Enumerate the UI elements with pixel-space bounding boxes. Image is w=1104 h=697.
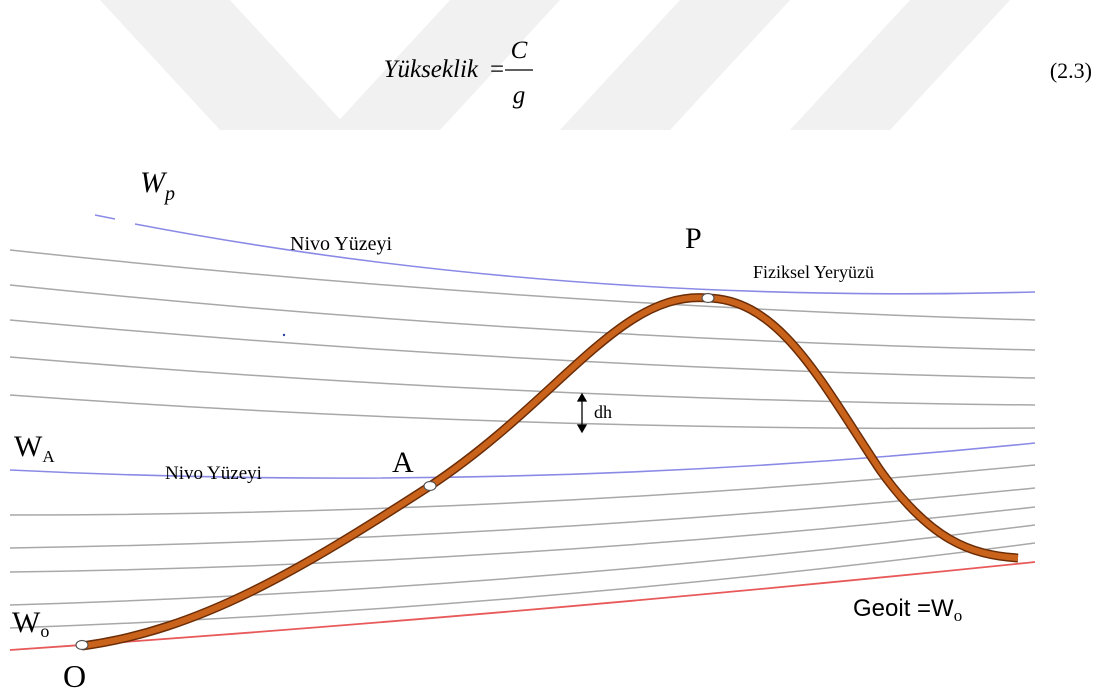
w-a-main: W [14, 430, 43, 463]
w-p-main: W [140, 166, 168, 199]
point-a-label: A [392, 446, 414, 479]
w-a-sub: A [42, 447, 55, 466]
w-o-main: W [12, 606, 41, 639]
w-a-label: WA [14, 430, 55, 466]
point-a-marker [424, 482, 436, 491]
dot [283, 334, 285, 336]
dh-arrow [578, 394, 586, 432]
point-o-marker [76, 641, 88, 650]
w-p-sub: p [163, 183, 175, 205]
equation-lhs: Yükseklik [384, 56, 479, 83]
level-dash [95, 215, 115, 219]
watermark [100, 0, 1010, 130]
geoid-sub: o [954, 606, 963, 625]
level-lines [10, 215, 1035, 650]
page: Yükseklik = C g (2.3) Wp Niv [0, 0, 1104, 697]
w-o-sub: o [40, 621, 49, 641]
w-p-label: Wp [140, 166, 175, 205]
upper-level-line [135, 224, 1035, 294]
lower-level-label: Nivo Yüzeyi [165, 463, 262, 484]
geoid-label: Geoit =Wo [853, 595, 962, 625]
equation-number: (2.3) [1050, 58, 1092, 83]
point-p-marker [702, 294, 714, 303]
geoid-main: Geoit =W [853, 595, 954, 622]
dh-label: dh [594, 402, 612, 422]
surface-label: Fiziksel Yeryüzü [753, 262, 874, 282]
equals: = [490, 56, 504, 83]
point-p-label: P [685, 222, 702, 255]
numerator: C [511, 37, 528, 64]
upper-level-label: Nivo Yüzeyi [290, 233, 392, 255]
point-o-label: O [63, 658, 86, 694]
w-o-label: Wo [12, 606, 49, 641]
denominator: g [513, 82, 526, 109]
